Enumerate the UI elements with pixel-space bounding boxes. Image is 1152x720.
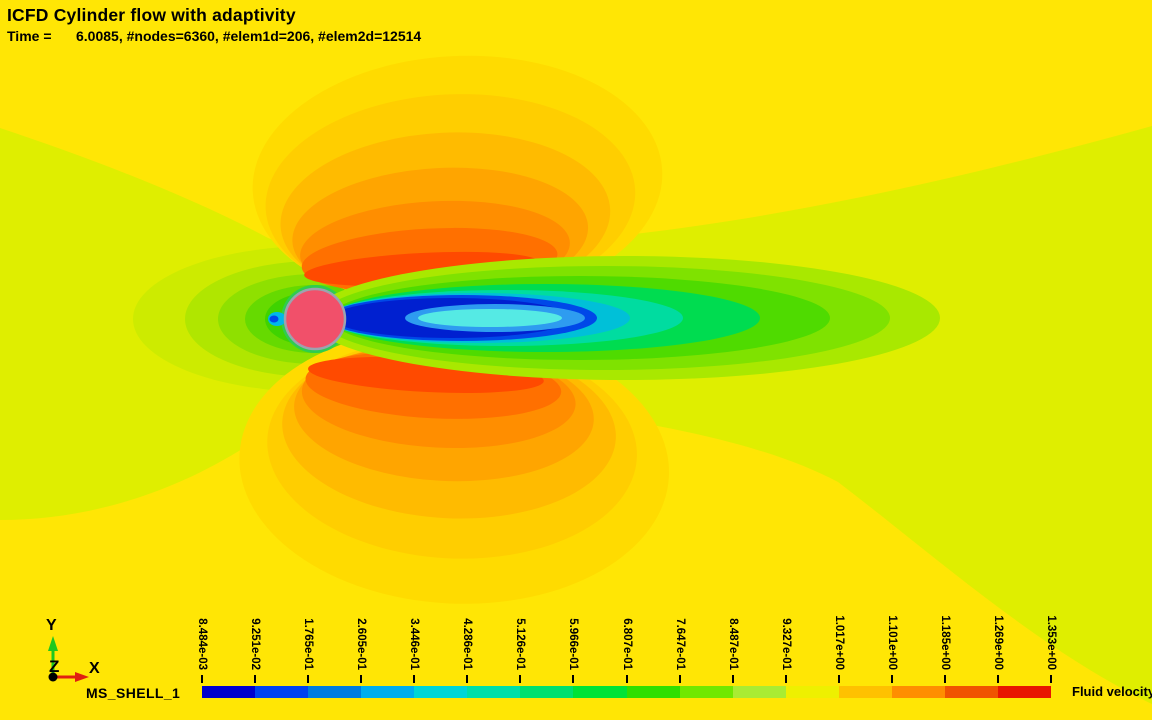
cylinder [283,287,347,351]
time-label: Time = [7,28,52,44]
model-stats: 6.0085, #nodes=6360, #elem1d=206, #elem2… [76,28,422,44]
wake-band-10 [418,309,562,327]
lower-velocity-lobe [239,327,670,604]
axis-triad [48,636,89,682]
y-axis-arrowhead-icon [48,636,58,651]
x-axis-label: X [89,660,100,677]
plot-title: ICFD Cylinder flow with adaptivity [7,5,296,25]
y-axis-label: Y [46,617,57,634]
x-axis-arrowhead-icon [75,672,89,682]
wake-contours [310,256,940,380]
z-axis-label: Z [49,657,60,676]
triad-origin-icon [48,672,58,682]
legend-title: Fluid velocity [1072,684,1152,699]
part-name-label: MS_SHELL_1 [86,685,181,701]
stagnation-spot-inner [269,315,279,323]
